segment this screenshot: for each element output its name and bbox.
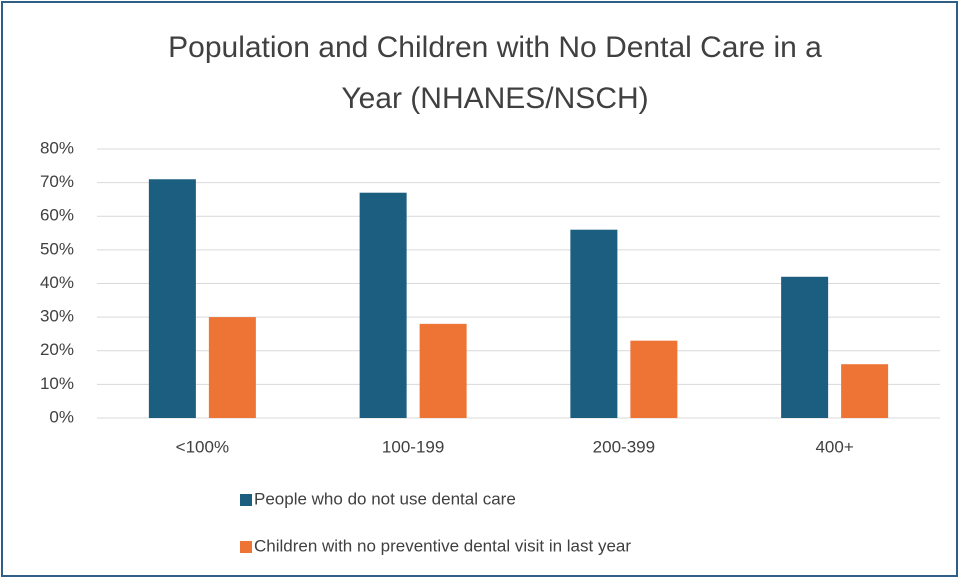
bar <box>419 323 467 418</box>
x-tick-label: 200-399 <box>593 437 655 456</box>
y-tick-label: 10% <box>40 374 74 393</box>
y-tick-label: 30% <box>40 307 74 326</box>
legend-swatch <box>240 494 252 506</box>
y-tick-label: 50% <box>40 239 74 258</box>
y-tick-label: 80% <box>40 138 74 157</box>
bar <box>630 340 678 418</box>
x-tick-label: <100% <box>176 437 229 456</box>
legend-label: People who do not use dental care <box>254 489 516 508</box>
y-tick-label: 70% <box>40 172 74 191</box>
x-tick-label: 100-199 <box>382 437 444 456</box>
bar <box>208 317 256 418</box>
chart-title: Population and Children with No Dental C… <box>168 31 822 115</box>
x-tick-label: 400+ <box>815 437 853 456</box>
bar <box>841 364 889 418</box>
legend-label: Children with no preventive dental visit… <box>254 536 631 555</box>
bar <box>148 179 196 418</box>
y-tick-label: 40% <box>40 273 74 292</box>
y-tick-label: 0% <box>49 407 74 426</box>
legend-swatch <box>240 541 252 553</box>
bar <box>781 276 829 418</box>
y-tick-label: 60% <box>40 206 74 225</box>
y-tick-label: 20% <box>40 340 74 359</box>
bar <box>359 192 407 418</box>
bar <box>570 229 618 418</box>
